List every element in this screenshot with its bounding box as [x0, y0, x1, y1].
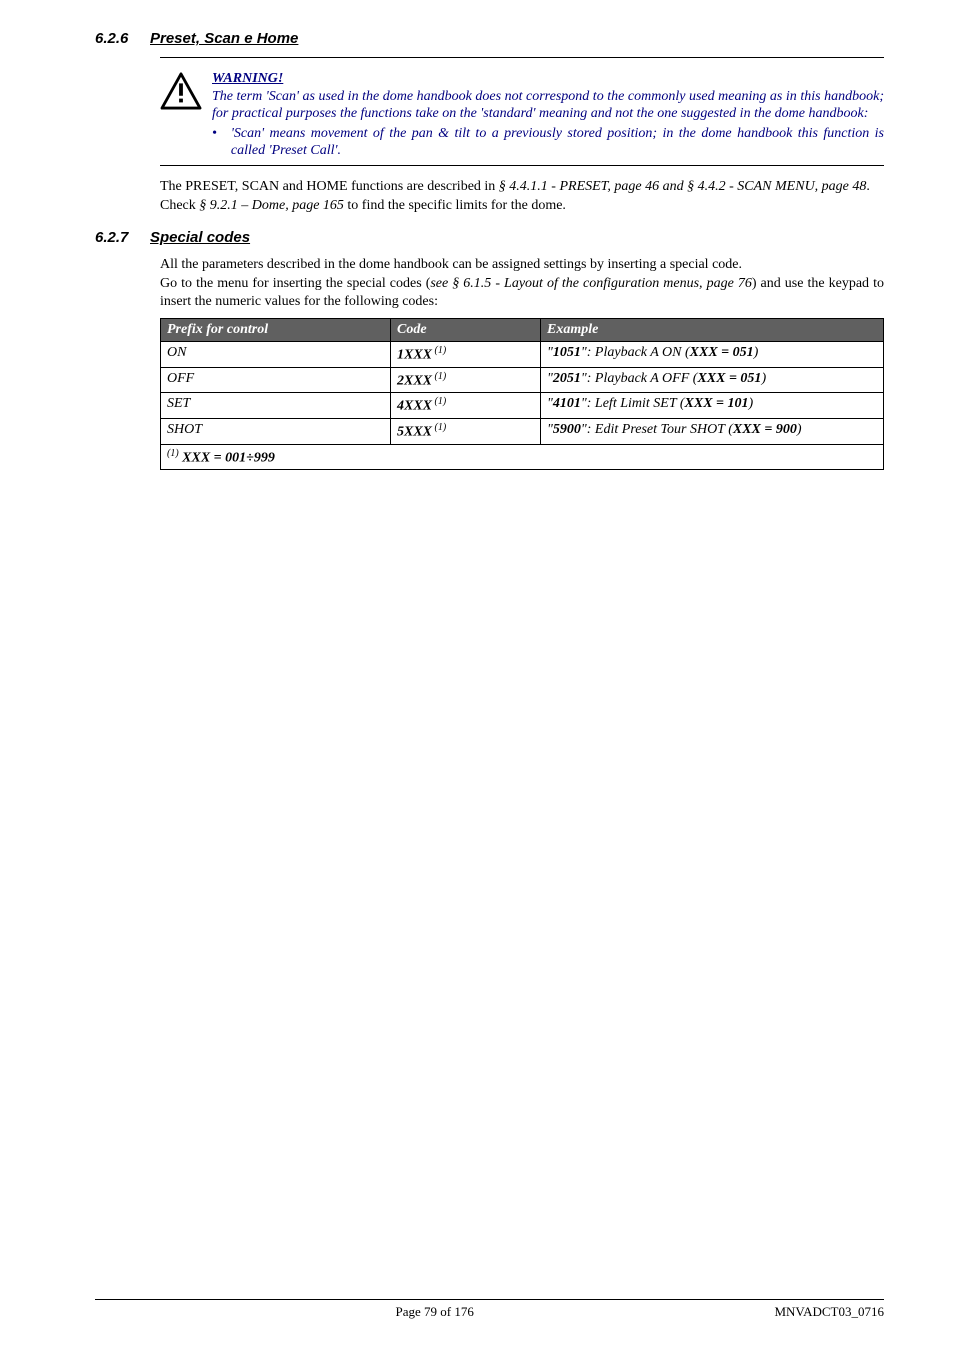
para-check-dome: Check § 9.2.1 – Dome, page 165 to find t… — [160, 197, 884, 215]
warning-body: The term 'Scan' as used in the dome hand… — [212, 89, 884, 122]
table-row: OFF2XXX (1)"2051": Playback A OFF (XXX =… — [161, 367, 884, 393]
cell-code: 1XXX (1) — [391, 342, 541, 368]
para4-a: Go to the menu for inserting the special… — [160, 276, 430, 291]
warning-bottom-rule — [160, 165, 884, 166]
page-footer: Page 79 of 176 MNVADCT03_0716 — [95, 1299, 884, 1320]
section-number: 6.2.7 — [95, 229, 150, 246]
table-header-row: Prefix for control Code Example — [161, 319, 884, 342]
th-code: Code — [391, 319, 541, 342]
footer-row: Page 79 of 176 MNVADCT03_0716 — [95, 1304, 884, 1320]
para-special-goto: Go to the menu for inserting the special… — [160, 275, 884, 310]
cell-code: 2XXX (1) — [391, 367, 541, 393]
para-special-intro: All the parameters described in the dome… — [160, 256, 884, 274]
table-row: ON1XXX (1)"1051": Playback A ON (XXX = 0… — [161, 342, 884, 368]
section-title: Special codes — [150, 229, 250, 246]
warning-block: WARNING! The term 'Scan' as used in the … — [160, 70, 884, 160]
warning-text: WARNING! The term 'Scan' as used in the … — [212, 70, 884, 160]
cell-example: "5900": Edit Preset Tour SHOT (XXX = 900… — [541, 418, 884, 444]
warning-bullet-text: 'Scan' means movement of the pan & tilt … — [231, 125, 884, 160]
th-example: Example — [541, 319, 884, 342]
warning-top-rule — [160, 57, 884, 58]
para1-a: The PRESET, SCAN and HOME functions are … — [160, 179, 499, 194]
para1-b: § 4.4.1.1 - PRESET, page 46 and § 4.4.2 … — [499, 179, 867, 194]
para1-c: . — [866, 179, 870, 194]
warning-triangle-icon — [160, 72, 202, 110]
cell-example: "4101": Left Limit SET (XXX = 101) — [541, 393, 884, 419]
footer-doc-id: MNVADCT03_0716 — [774, 1304, 884, 1320]
para2-c: to find the specific limits for the dome… — [344, 198, 566, 213]
para-preset-scan-home: The PRESET, SCAN and HOME functions are … — [160, 178, 884, 196]
cell-prefix: ON — [161, 342, 391, 368]
cell-code: 4XXX (1) — [391, 393, 541, 419]
special-codes-table: Prefix for control Code Example ON1XXX (… — [160, 318, 884, 470]
cell-footnote: (1) XXX = 001÷999 — [161, 444, 884, 470]
section-title: Preset, Scan e Home — [150, 30, 298, 47]
table-footnote-row: (1) XXX = 001÷999 — [161, 444, 884, 470]
footer-page-number: Page 79 of 176 — [95, 1304, 774, 1320]
cell-prefix: OFF — [161, 367, 391, 393]
section-heading-627: 6.2.7Special codes — [95, 229, 884, 246]
table-row: SET4XXX (1)"4101": Left Limit SET (XXX =… — [161, 393, 884, 419]
th-prefix: Prefix for control — [161, 319, 391, 342]
para4-b: see § 6.1.5 - Layout of the configuratio… — [430, 276, 751, 291]
cell-example: "2051": Playback A OFF (XXX = 051) — [541, 367, 884, 393]
warning-bullet: • 'Scan' means movement of the pan & til… — [212, 125, 884, 160]
special-codes-table-wrap: Prefix for control Code Example ON1XXX (… — [160, 318, 884, 470]
bullet-dot: • — [212, 125, 217, 160]
para2-a: Check — [160, 198, 199, 213]
table-row: SHOT5XXX (1)"5900": Edit Preset Tour SHO… — [161, 418, 884, 444]
para2-b: § 9.2.1 – Dome, page 165 — [199, 198, 344, 213]
cell-code: 5XXX (1) — [391, 418, 541, 444]
warning-title: WARNING! — [212, 71, 283, 86]
section-heading-626: 6.2.6Preset, Scan e Home — [95, 30, 884, 47]
section-number: 6.2.6 — [95, 30, 150, 47]
cell-prefix: SHOT — [161, 418, 391, 444]
footer-rule — [95, 1299, 884, 1300]
cell-prefix: SET — [161, 393, 391, 419]
cell-example: "1051": Playback A ON (XXX = 051) — [541, 342, 884, 368]
